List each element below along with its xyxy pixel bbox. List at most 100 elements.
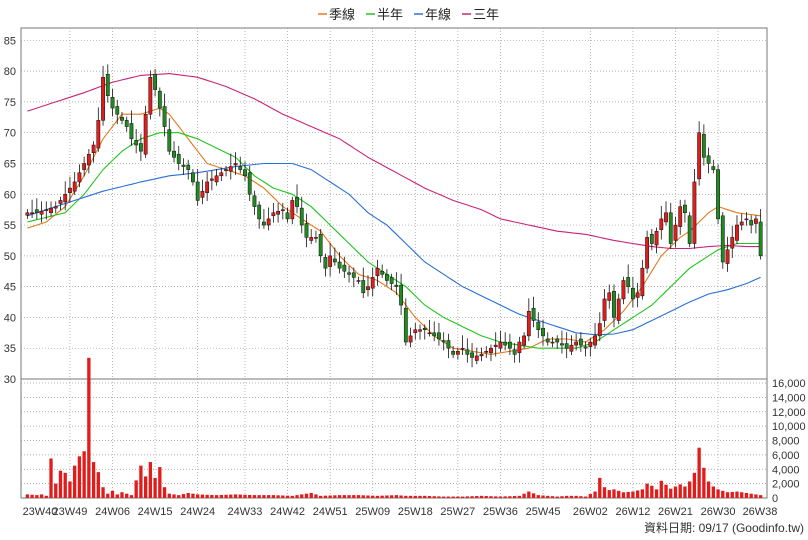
- volume-bar: [200, 494, 205, 498]
- x-tick-label: 26W30: [701, 506, 736, 518]
- candle: [593, 322, 597, 349]
- volume-bar: [366, 495, 370, 498]
- volume-bar: [186, 492, 190, 498]
- candle-body: [630, 287, 635, 300]
- candle: [635, 282, 640, 308]
- candle-body: [328, 255, 333, 267]
- candle: [115, 99, 120, 125]
- volume-bar: [229, 494, 233, 498]
- candle: [507, 333, 512, 355]
- candle-body: [72, 181, 77, 192]
- candle-body: [512, 349, 517, 355]
- candle: [489, 344, 493, 362]
- price-tick-label: 70: [4, 128, 16, 140]
- candle: [238, 156, 243, 174]
- candle: [418, 324, 422, 340]
- candle: [569, 335, 574, 355]
- volume-bar: [404, 495, 408, 498]
- candle-body: [418, 329, 422, 332]
- volume-bar: [347, 495, 351, 498]
- candle: [63, 181, 68, 211]
- candle: [58, 196, 63, 211]
- candle-body: [375, 267, 380, 277]
- candle-body: [545, 338, 550, 343]
- volume-bar: [640, 489, 645, 498]
- volume-bar: [314, 494, 318, 498]
- volume-bar: [115, 494, 119, 498]
- candle: [630, 276, 635, 308]
- volume-bar: [82, 451, 86, 498]
- x-tick-label: 24W51: [313, 506, 348, 518]
- legend-label: 三年: [473, 7, 499, 22]
- candle: [735, 215, 739, 245]
- candle-body: [498, 341, 503, 349]
- price-tick-label: 85: [4, 35, 16, 47]
- candle-body: [455, 351, 460, 355]
- volume-bar: [607, 490, 611, 498]
- candle-body: [271, 212, 276, 217]
- volume-bar: [617, 490, 621, 498]
- candle: [53, 201, 58, 214]
- volume-bar: [635, 490, 640, 498]
- volume-bar: [25, 494, 30, 498]
- volume-bar: [205, 494, 209, 498]
- candle: [455, 347, 460, 360]
- candle: [309, 229, 314, 245]
- volume-bar: [744, 492, 749, 498]
- candle-body: [167, 129, 172, 152]
- volume-bar: [692, 472, 697, 498]
- candle-body: [583, 346, 588, 349]
- candle: [233, 152, 238, 175]
- candle: [266, 207, 271, 231]
- volume-bar: [659, 480, 663, 498]
- volume-bar: [503, 496, 507, 498]
- x-tick-label: 25W45: [526, 506, 561, 518]
- candle: [706, 147, 711, 174]
- candle: [148, 70, 153, 120]
- candle: [602, 289, 607, 328]
- volume-tick-label: 6,000: [772, 450, 800, 462]
- candle: [299, 196, 304, 234]
- candle: [664, 201, 668, 226]
- candle-body: [318, 234, 323, 257]
- candle: [460, 335, 465, 355]
- candle: [725, 236, 730, 272]
- candle: [68, 176, 72, 203]
- volume-bar: [579, 496, 583, 498]
- candle-body: [541, 327, 545, 337]
- candle-body: [725, 249, 730, 264]
- candle: [531, 296, 536, 328]
- chart-legend: 季線 半年 年線 三年: [318, 7, 499, 22]
- volume-bar: [489, 496, 493, 498]
- volume-bar: [408, 495, 413, 498]
- candle-body: [25, 212, 30, 216]
- candle: [101, 65, 105, 126]
- candle: [384, 269, 389, 286]
- candle-body: [257, 204, 262, 220]
- candle-body: [489, 347, 493, 354]
- volume-bar: [162, 487, 167, 498]
- candle: [276, 202, 281, 223]
- volume-bar: [555, 496, 559, 498]
- candle-body: [77, 172, 82, 183]
- volume-bar: [389, 495, 394, 498]
- candle: [640, 259, 645, 300]
- candle-body: [356, 280, 361, 282]
- volume-tick-label: 0: [772, 493, 778, 505]
- price-tick-label: 60: [4, 189, 16, 201]
- volume-plot-frame: [20, 378, 768, 499]
- candle-body: [739, 221, 744, 226]
- candle-body: [659, 218, 664, 230]
- candle-body: [366, 286, 370, 290]
- volume-bar: [588, 494, 592, 498]
- volume-bar: [125, 493, 129, 498]
- candle: [176, 145, 181, 171]
- candle: [588, 338, 593, 357]
- candle: [49, 201, 53, 217]
- volume-bar: [281, 495, 285, 498]
- candle: [191, 169, 195, 186]
- volume-bar: [87, 357, 91, 498]
- candle-body: [526, 311, 531, 337]
- x-tick-label: 26W02: [573, 506, 608, 518]
